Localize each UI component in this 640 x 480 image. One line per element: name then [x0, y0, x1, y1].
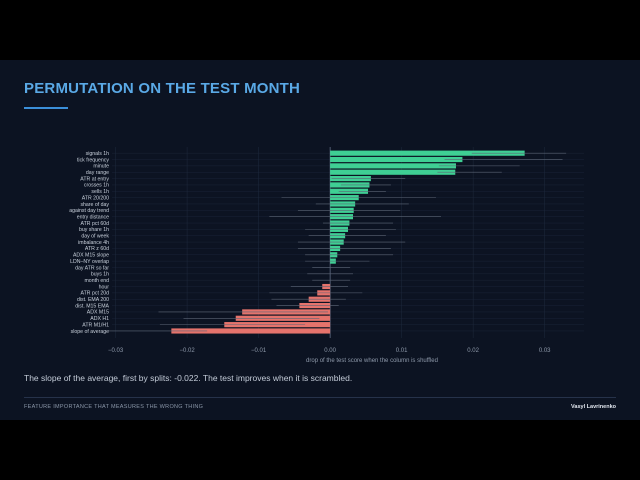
category-label: ATR pct 60d	[81, 221, 110, 227]
footer-author: Vasyl Lavrinenko	[571, 404, 616, 410]
category-label: LDN–NY overlap	[70, 259, 109, 265]
category-label: month end	[84, 278, 109, 284]
category-label: ADX H1	[90, 316, 109, 322]
category-label: share of day	[80, 202, 109, 208]
category-label: ADX M15	[87, 310, 109, 316]
category-label: ATR pct 20d	[81, 291, 110, 297]
x-tick-label: 0.01	[396, 348, 408, 354]
bar	[330, 163, 456, 169]
category-label: against day trend	[69, 208, 109, 214]
title-underline	[24, 107, 68, 109]
bar	[171, 328, 331, 334]
x-tick-label: −0.02	[179, 348, 195, 354]
x-axis-label: drop of the test score when the column i…	[306, 358, 438, 364]
category-label: ATR 20/200	[82, 195, 109, 201]
slide-title: PERMUTATION ON THE TEST MONTH	[24, 80, 301, 97]
category-label: ADX M15 slope	[73, 253, 109, 259]
slide: PERMUTATION ON THE TEST MONTH signals 1h…	[0, 60, 640, 420]
x-tick-label: −0.03	[108, 348, 124, 354]
x-tick-label: 0.03	[539, 348, 551, 354]
category-label: ATR at entry	[80, 176, 109, 182]
footer-left-text: FEATURE IMPORTANCE THAT MEASURES THE WRO…	[24, 404, 204, 410]
category-label: slope of average	[71, 329, 109, 335]
grid-layer	[112, 147, 584, 338]
category-label: ATR M1/H1	[82, 322, 109, 328]
bar	[330, 156, 463, 163]
category-label: entry distance	[77, 214, 109, 220]
error-bars-layer	[108, 152, 567, 332]
footer-divider	[24, 397, 616, 398]
x-tick-label: −0.01	[251, 348, 267, 354]
category-label: imbalance 4h	[78, 240, 109, 246]
category-label: sells 1h	[91, 189, 109, 195]
x-tick-labels: −0.03 −0.02 −0.01 0.00 0.01 0.02 0.03	[108, 348, 551, 354]
category-label: buys 1h	[91, 272, 109, 278]
x-tick-label: 0.00	[324, 348, 336, 354]
bar	[330, 150, 525, 156]
category-label: signals 1h	[86, 151, 109, 157]
x-tick-label: 0.02	[467, 348, 479, 354]
category-label: tick frequency	[77, 157, 109, 163]
caption: The slope of the average, first by split…	[24, 373, 353, 383]
bar	[330, 169, 456, 175]
category-label: dist. M15 EMA	[75, 303, 109, 309]
category-label: day ATR so far	[75, 265, 109, 271]
category-label: hour	[99, 284, 110, 290]
category-label: day range	[86, 170, 109, 176]
category-label: dist. EMA 200	[77, 297, 109, 303]
category-label: crosses 1h	[84, 183, 109, 189]
category-label: minute	[93, 164, 109, 170]
category-label: buy share 1h	[79, 227, 109, 233]
category-label: day of week	[81, 234, 109, 240]
category-label: ATR z 60d	[85, 246, 109, 252]
